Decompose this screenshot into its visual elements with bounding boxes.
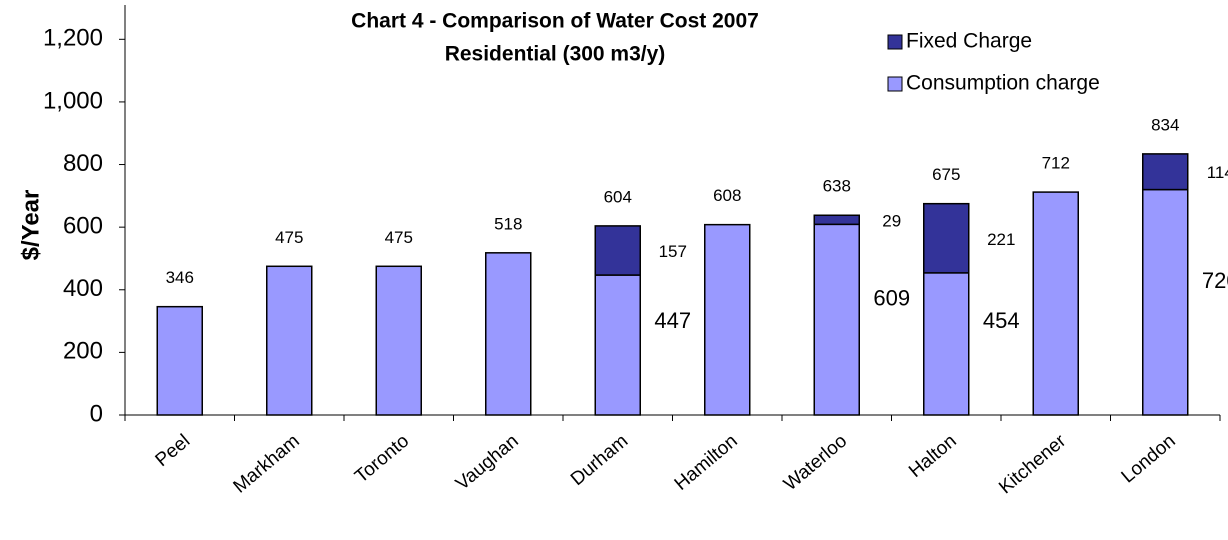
- legend-swatch: [887, 76, 903, 92]
- bar-segment: [1142, 188, 1189, 416]
- x-tick-label: Vaughan: [452, 431, 523, 495]
- bar-segment: [485, 252, 532, 416]
- data-label: 454: [983, 308, 1020, 333]
- total-label: 346: [166, 268, 194, 287]
- x-tick-label: Waterloo: [780, 431, 851, 496]
- data-label: 29: [882, 211, 901, 230]
- chart-subtitle: Residential (300 m3/y): [445, 43, 666, 66]
- legend-label: Fixed Charge: [906, 30, 1032, 53]
- bar-segment: [923, 202, 970, 274]
- bar-segment: [156, 305, 203, 416]
- total-label: 608: [713, 186, 741, 205]
- x-tick-label: Hamilton: [671, 431, 742, 495]
- total-label: 638: [823, 177, 851, 196]
- x-tick-label: Halton: [905, 431, 961, 482]
- y-tick-label: 1,200: [43, 25, 103, 52]
- total-label: 834: [1151, 115, 1179, 134]
- x-tick-label: Markham: [230, 431, 304, 498]
- data-label: 221: [987, 230, 1015, 249]
- legend-swatch: [887, 34, 903, 50]
- data-label: 609: [873, 285, 910, 310]
- bar-segment: [704, 223, 751, 416]
- bar-segment: [1142, 153, 1189, 191]
- bar-segment: [813, 223, 860, 416]
- bar-segment: [594, 225, 641, 276]
- data-label: 447: [654, 308, 691, 333]
- x-tick-label: Kitchener: [995, 430, 1071, 498]
- y-tick-label: 200: [63, 338, 103, 365]
- x-tick-label: Toronto: [351, 431, 413, 488]
- y-tick-label: 800: [63, 150, 103, 177]
- total-label: 475: [275, 228, 303, 247]
- bar-segment: [1032, 191, 1079, 416]
- data-label: 157: [659, 242, 687, 261]
- bar-segment: [266, 265, 313, 416]
- data-label: 114: [1207, 163, 1228, 182]
- data-label: 720: [1202, 268, 1228, 293]
- bar-segment: [375, 265, 422, 416]
- total-label: 712: [1042, 154, 1070, 173]
- bar-segment: [813, 214, 860, 226]
- total-label: 604: [604, 187, 632, 206]
- y-tick-label: 1,000: [43, 87, 103, 114]
- total-label: 475: [385, 228, 413, 247]
- chart-title: Chart 4 - Comparison of Water Cost 2007: [351, 10, 759, 33]
- bar-segment: [594, 274, 641, 416]
- y-tick-label: 400: [63, 275, 103, 302]
- legend-label: Consumption charge: [906, 72, 1100, 95]
- y-axis-title: $/Year: [17, 190, 44, 261]
- y-tick-label: 0: [90, 400, 103, 427]
- x-tick-label: Durham: [567, 431, 632, 491]
- total-label: 518: [494, 214, 522, 233]
- y-tick-label: 600: [63, 212, 103, 239]
- x-tick-label: Peel: [152, 431, 195, 472]
- total-label: 675: [932, 165, 960, 184]
- bar-segment: [923, 272, 970, 416]
- x-tick-label: London: [1118, 431, 1180, 488]
